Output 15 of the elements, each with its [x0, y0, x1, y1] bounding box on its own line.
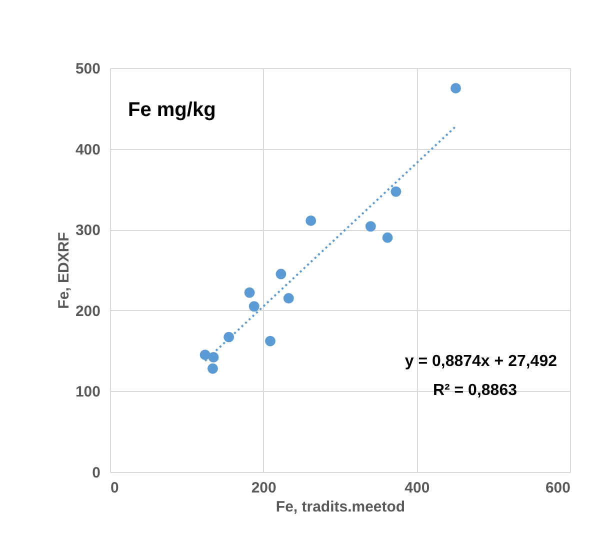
annotation: y = 0,8874x + 27,492 — [404, 353, 558, 370]
y-tick-label: 400 — [75, 141, 100, 158]
y-tick-label: 100 — [75, 384, 100, 401]
x-tick-label: 400 — [404, 480, 430, 496]
x-tick-label: 600 — [545, 480, 570, 496]
annotation: R² = 0,8863 — [432, 382, 518, 399]
y-tick-label: 0 — [92, 464, 100, 482]
y-tick-label: 500 — [75, 60, 100, 78]
x-tick-label: 200 — [251, 480, 276, 496]
x-axis-title: Fe, tradits.meetod — [276, 498, 406, 516]
y-tick-label: 200 — [75, 302, 100, 320]
y-axis-title: Fe, EDXRF — [55, 232, 72, 309]
y-tick-label: 300 — [75, 222, 100, 240]
x-tick-label: 0 — [110, 480, 119, 496]
text: Fe mg/kg — [128, 99, 216, 121]
